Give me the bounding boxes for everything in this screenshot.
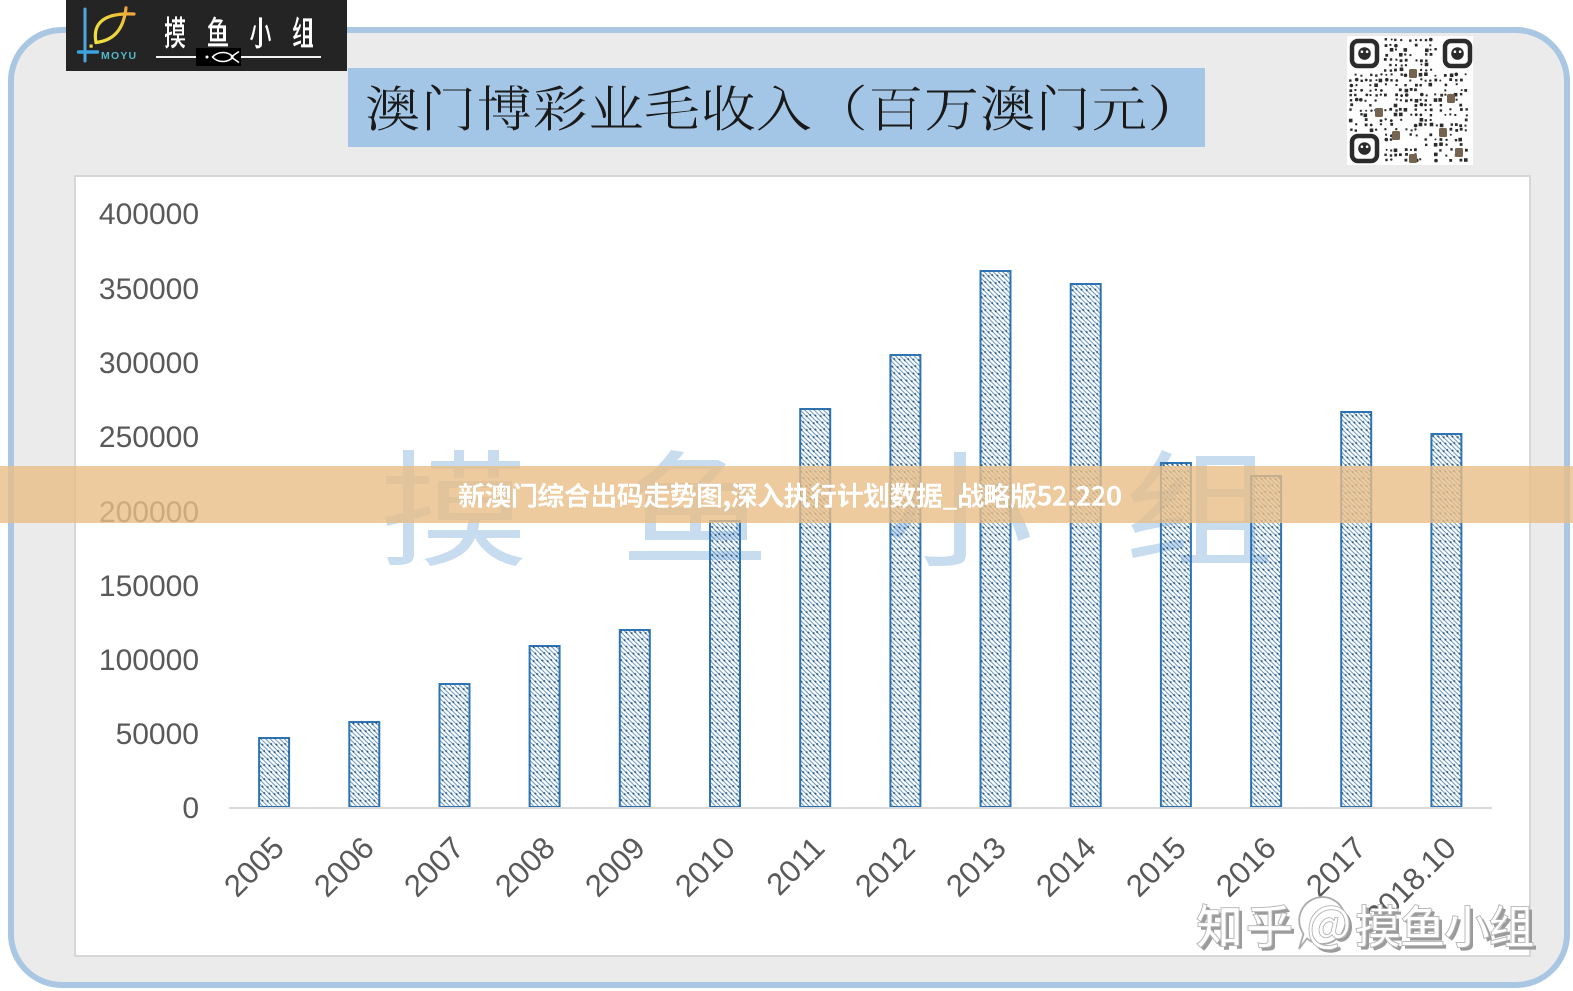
- svg-text:MOYU: MOYU: [101, 50, 137, 62]
